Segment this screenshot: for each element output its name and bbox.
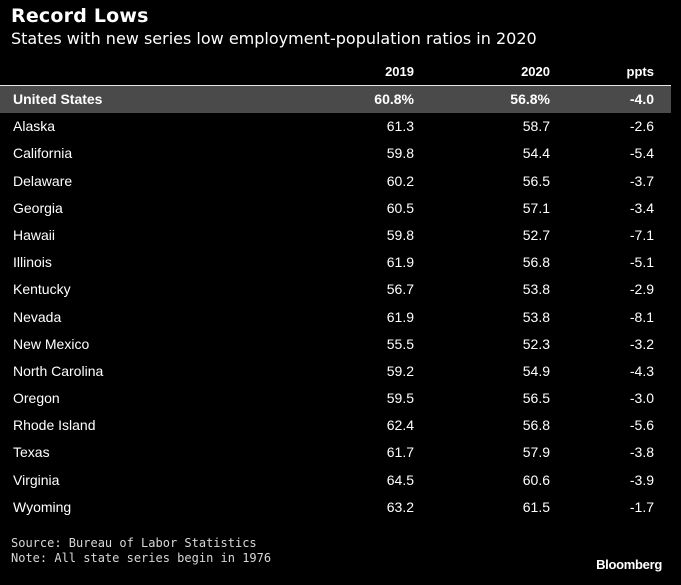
state-name: Oregon <box>13 390 60 407</box>
chart-footer: Source: Bureau of Labor Statistics Note:… <box>11 536 271 566</box>
value-2020: 53.8 <box>522 308 550 325</box>
value-2019: 59.5 <box>386 390 414 407</box>
source-note: Source: Bureau of Labor Statistics <box>11 536 257 550</box>
state-name: New Mexico <box>13 335 90 352</box>
value-ppts: -1.7 <box>629 498 654 515</box>
table-header: 2019 2020 ppts <box>0 60 671 86</box>
value-ppts: -8.1 <box>629 308 654 325</box>
value-2020: 56.8 <box>522 417 550 434</box>
value-2020: 52.3 <box>522 335 550 352</box>
value-2019: 60.2 <box>386 172 414 189</box>
state-name: Nevada <box>13 308 62 325</box>
table-row: Delaware 60.2 56.5 -3.7 <box>0 168 671 195</box>
table-row: Hawaii 59.8 52.7 -7.1 <box>0 222 671 249</box>
value-2020: 60.6 <box>522 471 550 488</box>
value-ppts: -4.3 <box>629 362 654 379</box>
series-note: Note: All state series begin in 1976 <box>11 551 272 565</box>
state-name: Illinois <box>13 254 52 271</box>
state-name: Virginia <box>13 471 60 488</box>
column-header-ppts: ppts <box>626 64 654 79</box>
value-2019: 63.2 <box>386 498 414 515</box>
data-table: 2019 2020 ppts United States 60.8% 56.8%… <box>0 60 671 521</box>
value-2019: 64.5 <box>386 471 414 488</box>
table-row: Virginia 64.5 60.6 -3.9 <box>0 467 671 494</box>
state-name: California <box>13 145 73 162</box>
state-name: United States <box>13 91 103 107</box>
value-ppts: -5.4 <box>629 145 654 162</box>
value-2019: 59.8 <box>386 226 414 243</box>
value-ppts: -5.6 <box>629 417 654 434</box>
value-2020: 56.8 <box>522 254 550 271</box>
table-row: Alaska 61.3 58.7 -2.6 <box>0 113 671 140</box>
value-2020: 58.7 <box>522 118 550 135</box>
value-2020: 57.1 <box>522 199 550 216</box>
table-row: California 59.8 54.4 -5.4 <box>0 140 671 167</box>
state-name: Kentucky <box>13 281 71 298</box>
state-name: Rhode Island <box>13 417 96 434</box>
value-2020: 61.5 <box>522 498 550 515</box>
value-2020: 54.9 <box>522 362 550 379</box>
value-2019: 60.8% <box>374 91 414 107</box>
value-2019: 60.5 <box>386 199 414 216</box>
value-2019: 55.5 <box>386 335 414 352</box>
value-2020: 52.7 <box>522 226 550 243</box>
value-2019: 56.7 <box>386 281 414 298</box>
state-name: Hawaii <box>13 226 56 243</box>
value-2020: 54.4 <box>522 145 550 162</box>
state-name: Georgia <box>13 199 63 216</box>
value-2019: 61.7 <box>386 444 414 461</box>
table-row: Kentucky 56.7 53.8 -2.9 <box>0 276 671 303</box>
value-ppts: -3.8 <box>629 444 654 461</box>
chart-title: Record Lows <box>11 5 149 27</box>
state-name: Texas <box>13 444 50 461</box>
value-2019: 59.8 <box>386 145 414 162</box>
value-ppts: -3.0 <box>629 390 654 407</box>
table-row: New Mexico 55.5 52.3 -3.2 <box>0 331 671 358</box>
value-ppts: -3.9 <box>629 471 654 488</box>
value-ppts: -5.1 <box>629 254 654 271</box>
table-row: North Carolina 59.2 54.9 -4.3 <box>0 358 671 385</box>
value-ppts: -2.9 <box>629 281 654 298</box>
state-name: North Carolina <box>13 362 104 379</box>
value-2019: 59.2 <box>386 362 414 379</box>
table-row: Illinois 61.9 56.8 -5.1 <box>0 249 671 276</box>
value-ppts: -7.1 <box>629 226 654 243</box>
state-name: Alaska <box>13 118 56 135</box>
value-2020: 56.5 <box>522 172 550 189</box>
table-row: Rhode Island 62.4 56.8 -5.6 <box>0 412 671 439</box>
table-row: Texas 61.7 57.9 -3.8 <box>0 439 671 466</box>
column-header-2020: 2020 <box>521 64 550 79</box>
table-row-united-states: United States 60.8% 56.8% -4.0 <box>0 86 671 114</box>
state-name: Wyoming <box>13 498 72 515</box>
value-2019: 61.9 <box>386 254 414 271</box>
value-2020: 57.9 <box>522 444 550 461</box>
value-ppts: -3.4 <box>629 199 654 216</box>
table-row: Nevada 61.9 53.8 -8.1 <box>0 304 671 331</box>
table-body: Alaska 61.3 58.7 -2.6 California 59.8 54.4 -5.4… <box>0 113 671 521</box>
table-row: Georgia 60.5 57.1 -3.4 <box>0 195 671 222</box>
value-ppts: -2.6 <box>629 118 654 135</box>
chart-subtitle: States with new series low employment-po… <box>11 29 537 48</box>
table-row: Wyoming 63.2 61.5 -1.7 <box>0 494 671 521</box>
value-2020: 53.8 <box>522 281 550 298</box>
value-2019: 61.3 <box>386 118 414 135</box>
value-2019: 62.4 <box>386 417 414 434</box>
value-2020: 56.8% <box>510 91 550 107</box>
state-name: Delaware <box>13 172 73 189</box>
value-ppts: -3.2 <box>629 335 654 352</box>
column-header-2019: 2019 <box>385 64 414 79</box>
table-row: Oregon 59.5 56.5 -3.0 <box>0 385 671 412</box>
value-2019: 61.9 <box>386 308 414 325</box>
value-2020: 56.5 <box>522 390 550 407</box>
value-ppts: -4.0 <box>629 91 654 107</box>
value-ppts: -3.7 <box>629 172 654 189</box>
bloomberg-logo: Bloomberg <box>596 557 662 572</box>
